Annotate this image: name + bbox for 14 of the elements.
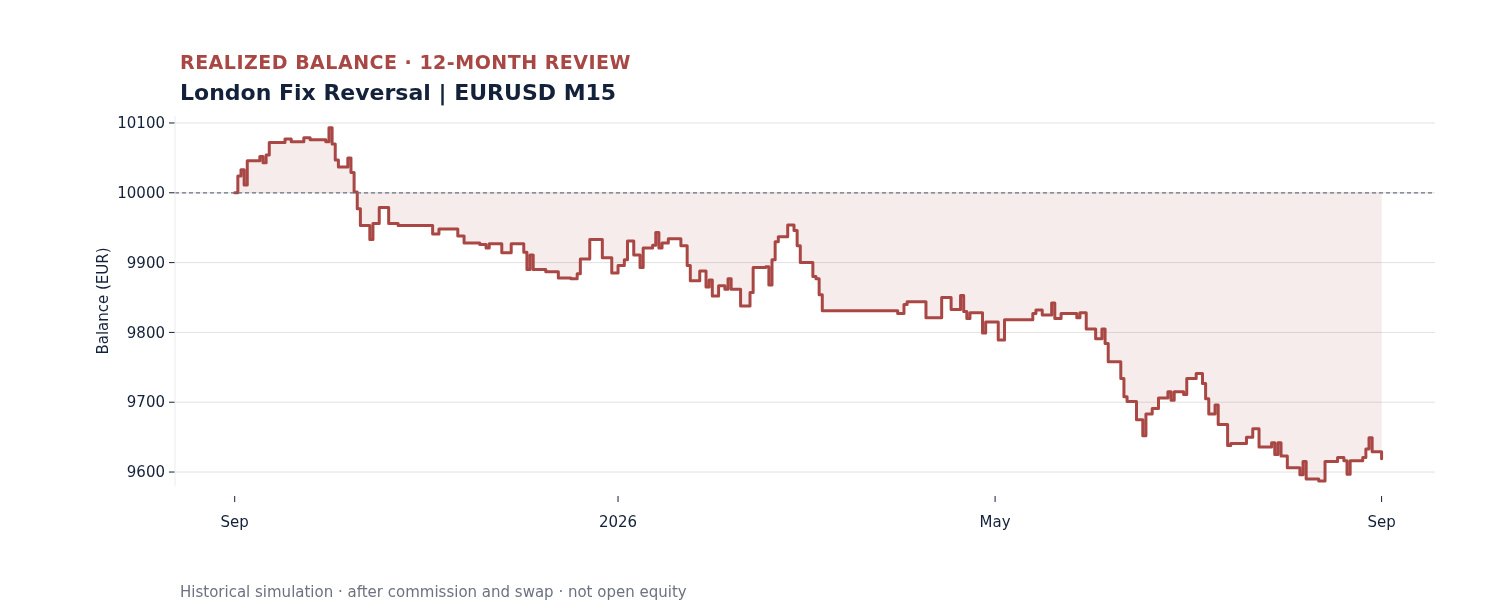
y-tick-label: 9700 [126, 393, 165, 412]
y-tick-label: 10100 [117, 114, 165, 133]
x-tick-label: Sep [1367, 513, 1396, 531]
y-axis-title: Balance (EUR) [94, 247, 112, 355]
y-tick-label: 9900 [126, 253, 165, 272]
x-tick-label: May [979, 513, 1011, 531]
y-tick-label: 10000 [117, 184, 165, 203]
text: Historical simulation · after commission and swap · not open equity [180, 583, 687, 601]
x-tick-label: Sep [220, 513, 249, 531]
y-tick-label: 9600 [126, 463, 165, 482]
chart-subtitle: REALIZED BALANCE · 12-MONTH REVIEW [180, 51, 631, 73]
x-tick-label: 2026 [598, 513, 638, 531]
chart-title: London Fix Reversal | EURUSD M15 [180, 80, 617, 106]
y-tick-label: 9800 [126, 323, 165, 342]
